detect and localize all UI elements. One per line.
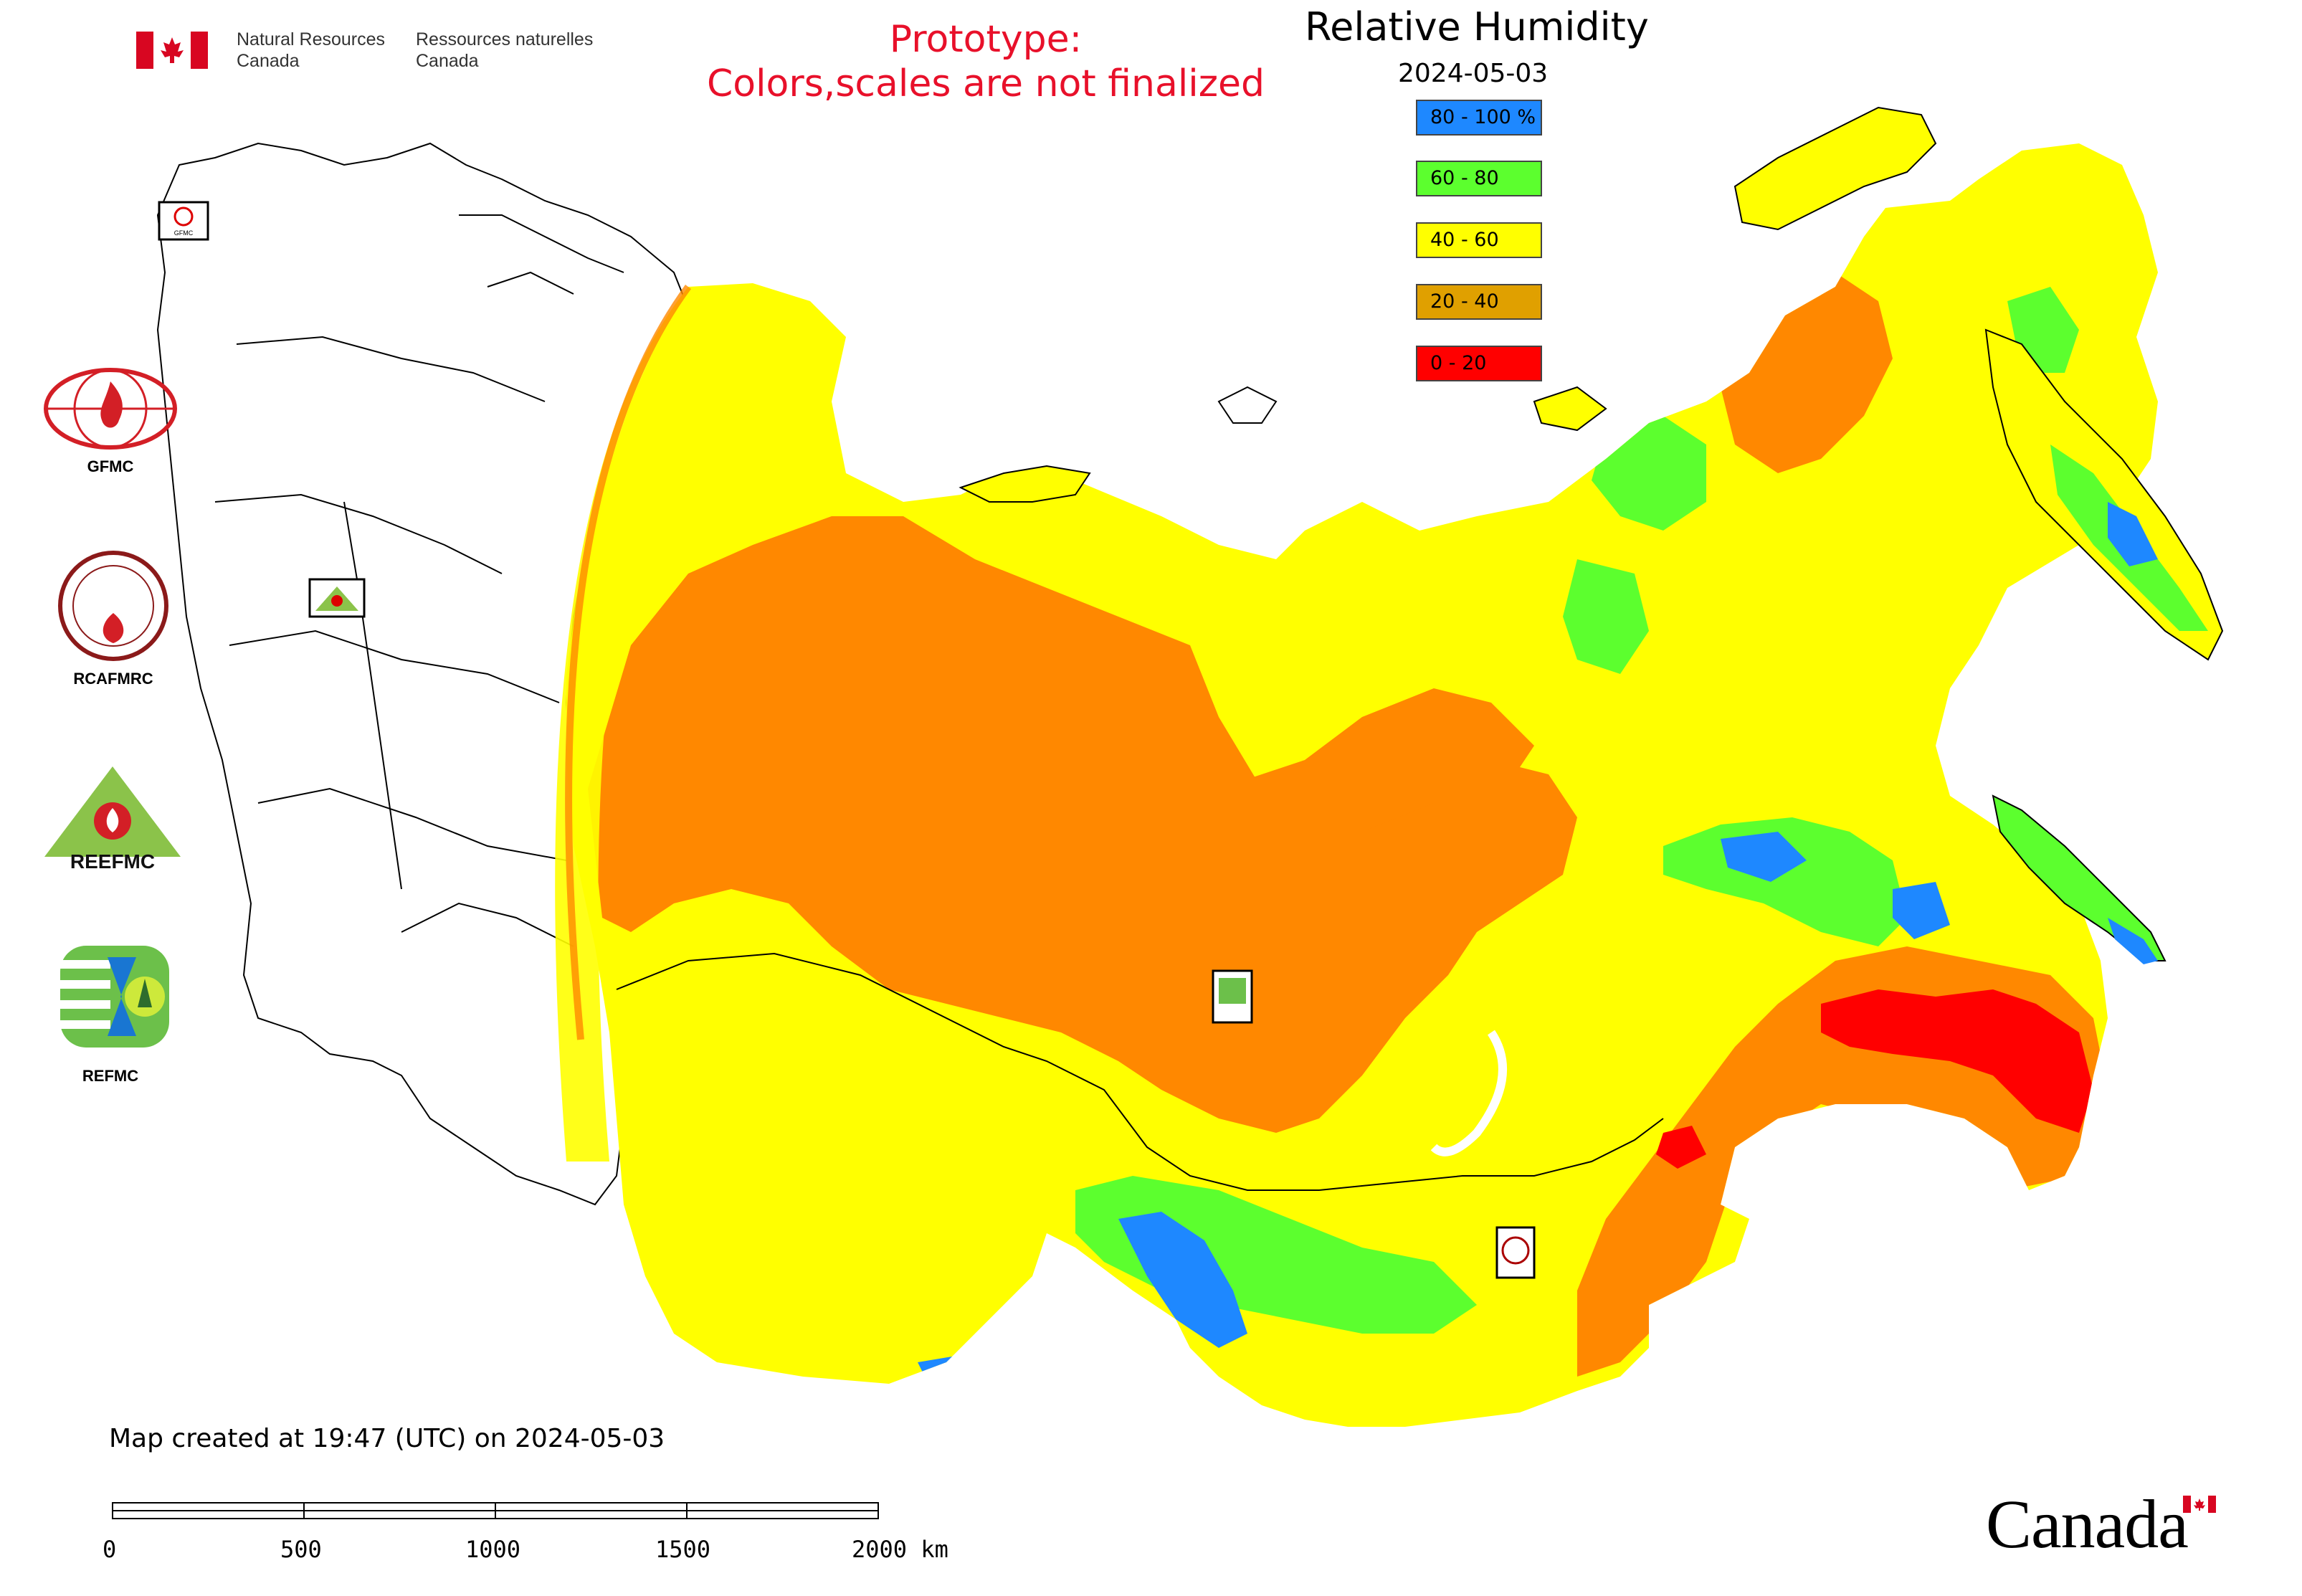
humidity-field xyxy=(566,143,2158,1427)
svg-text:GFMC: GFMC xyxy=(174,229,194,237)
gfmc-label: GFMC xyxy=(87,457,134,475)
rcafmrc-label: RCAFMRC xyxy=(73,670,153,688)
refmc-label: REFMC xyxy=(82,1067,139,1085)
org-name-fr: Ressources naturelles Canada xyxy=(416,29,594,71)
projection-arc xyxy=(555,287,688,1162)
scale-label: 2000 km xyxy=(852,1536,948,1563)
legend-item: 0 - 20 xyxy=(1416,346,1542,381)
canada-wordmark: Canada xyxy=(1986,1486,2189,1562)
map-date: 2024-05-03 xyxy=(1398,59,1549,88)
canada-flag-icon xyxy=(136,32,208,69)
prototype-notice: Prototype: Colors,scales are not finaliz… xyxy=(706,18,1265,105)
border-line xyxy=(616,952,1664,1191)
map-marker-refmc xyxy=(1212,969,1253,1024)
map-marker-rcafmrc xyxy=(1495,1226,1536,1279)
scale-bar xyxy=(112,1502,880,1524)
map-marker-reefmc xyxy=(308,578,366,618)
map-marker-gfmc: GFMC xyxy=(158,201,209,241)
rcafmrc-logo xyxy=(56,548,171,663)
scale-label: 1500 xyxy=(655,1536,711,1563)
map-title: Relative Humidity xyxy=(1305,4,1649,49)
reefmc-logo-text: REEFMC xyxy=(70,850,155,871)
legend-item: 60 - 80 xyxy=(1416,161,1542,196)
scale-label: 500 xyxy=(280,1536,322,1563)
legend-item: 80 - 100 % xyxy=(1416,100,1542,136)
creation-timestamp: Map created at 19:47 (UTC) on 2024-05-03 xyxy=(109,1424,665,1453)
legend-item: 20 - 40 xyxy=(1416,284,1542,320)
scale-label: 1000 xyxy=(465,1536,521,1563)
legend-item: 40 - 60 xyxy=(1416,222,1542,258)
org-name-en: Natural Resources Canada xyxy=(237,29,386,71)
gfmc-logo xyxy=(42,366,179,452)
wordmark-flag-icon xyxy=(2183,1496,2216,1513)
scale-label: 0 xyxy=(103,1536,117,1563)
reefmc-logo: REEFMC xyxy=(37,764,188,873)
refmc-logo xyxy=(57,943,172,1050)
